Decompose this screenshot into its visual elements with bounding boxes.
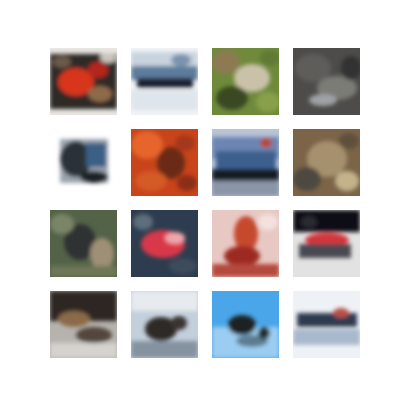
tile-image	[212, 48, 279, 115]
image-tile	[212, 291, 279, 358]
tile-image	[131, 291, 198, 358]
image-tile	[50, 291, 117, 358]
image-tile	[212, 210, 279, 277]
image-tile	[131, 210, 198, 277]
tile-image	[293, 48, 360, 115]
tile-image	[293, 129, 360, 196]
image-tile	[50, 129, 117, 196]
image-tile	[131, 129, 198, 196]
tile-image	[50, 210, 117, 277]
image-tile	[293, 48, 360, 115]
tile-image	[50, 129, 117, 196]
tile-image	[293, 210, 360, 277]
tile-image	[212, 291, 279, 358]
image-tile	[293, 210, 360, 277]
tile-image	[293, 291, 360, 358]
image-tile	[50, 48, 117, 115]
image-tile	[212, 129, 279, 196]
image-grid	[50, 48, 360, 358]
image-tile	[293, 129, 360, 196]
tile-image	[131, 129, 198, 196]
image-tile	[50, 210, 117, 277]
image-tile	[131, 48, 198, 115]
tile-image	[50, 291, 117, 358]
image-tile	[293, 291, 360, 358]
tile-image	[131, 210, 198, 277]
image-tile	[212, 48, 279, 115]
tile-image	[212, 210, 279, 277]
tile-image	[212, 129, 279, 196]
image-tile	[131, 291, 198, 358]
tile-image	[131, 48, 198, 115]
tile-image	[50, 48, 117, 115]
